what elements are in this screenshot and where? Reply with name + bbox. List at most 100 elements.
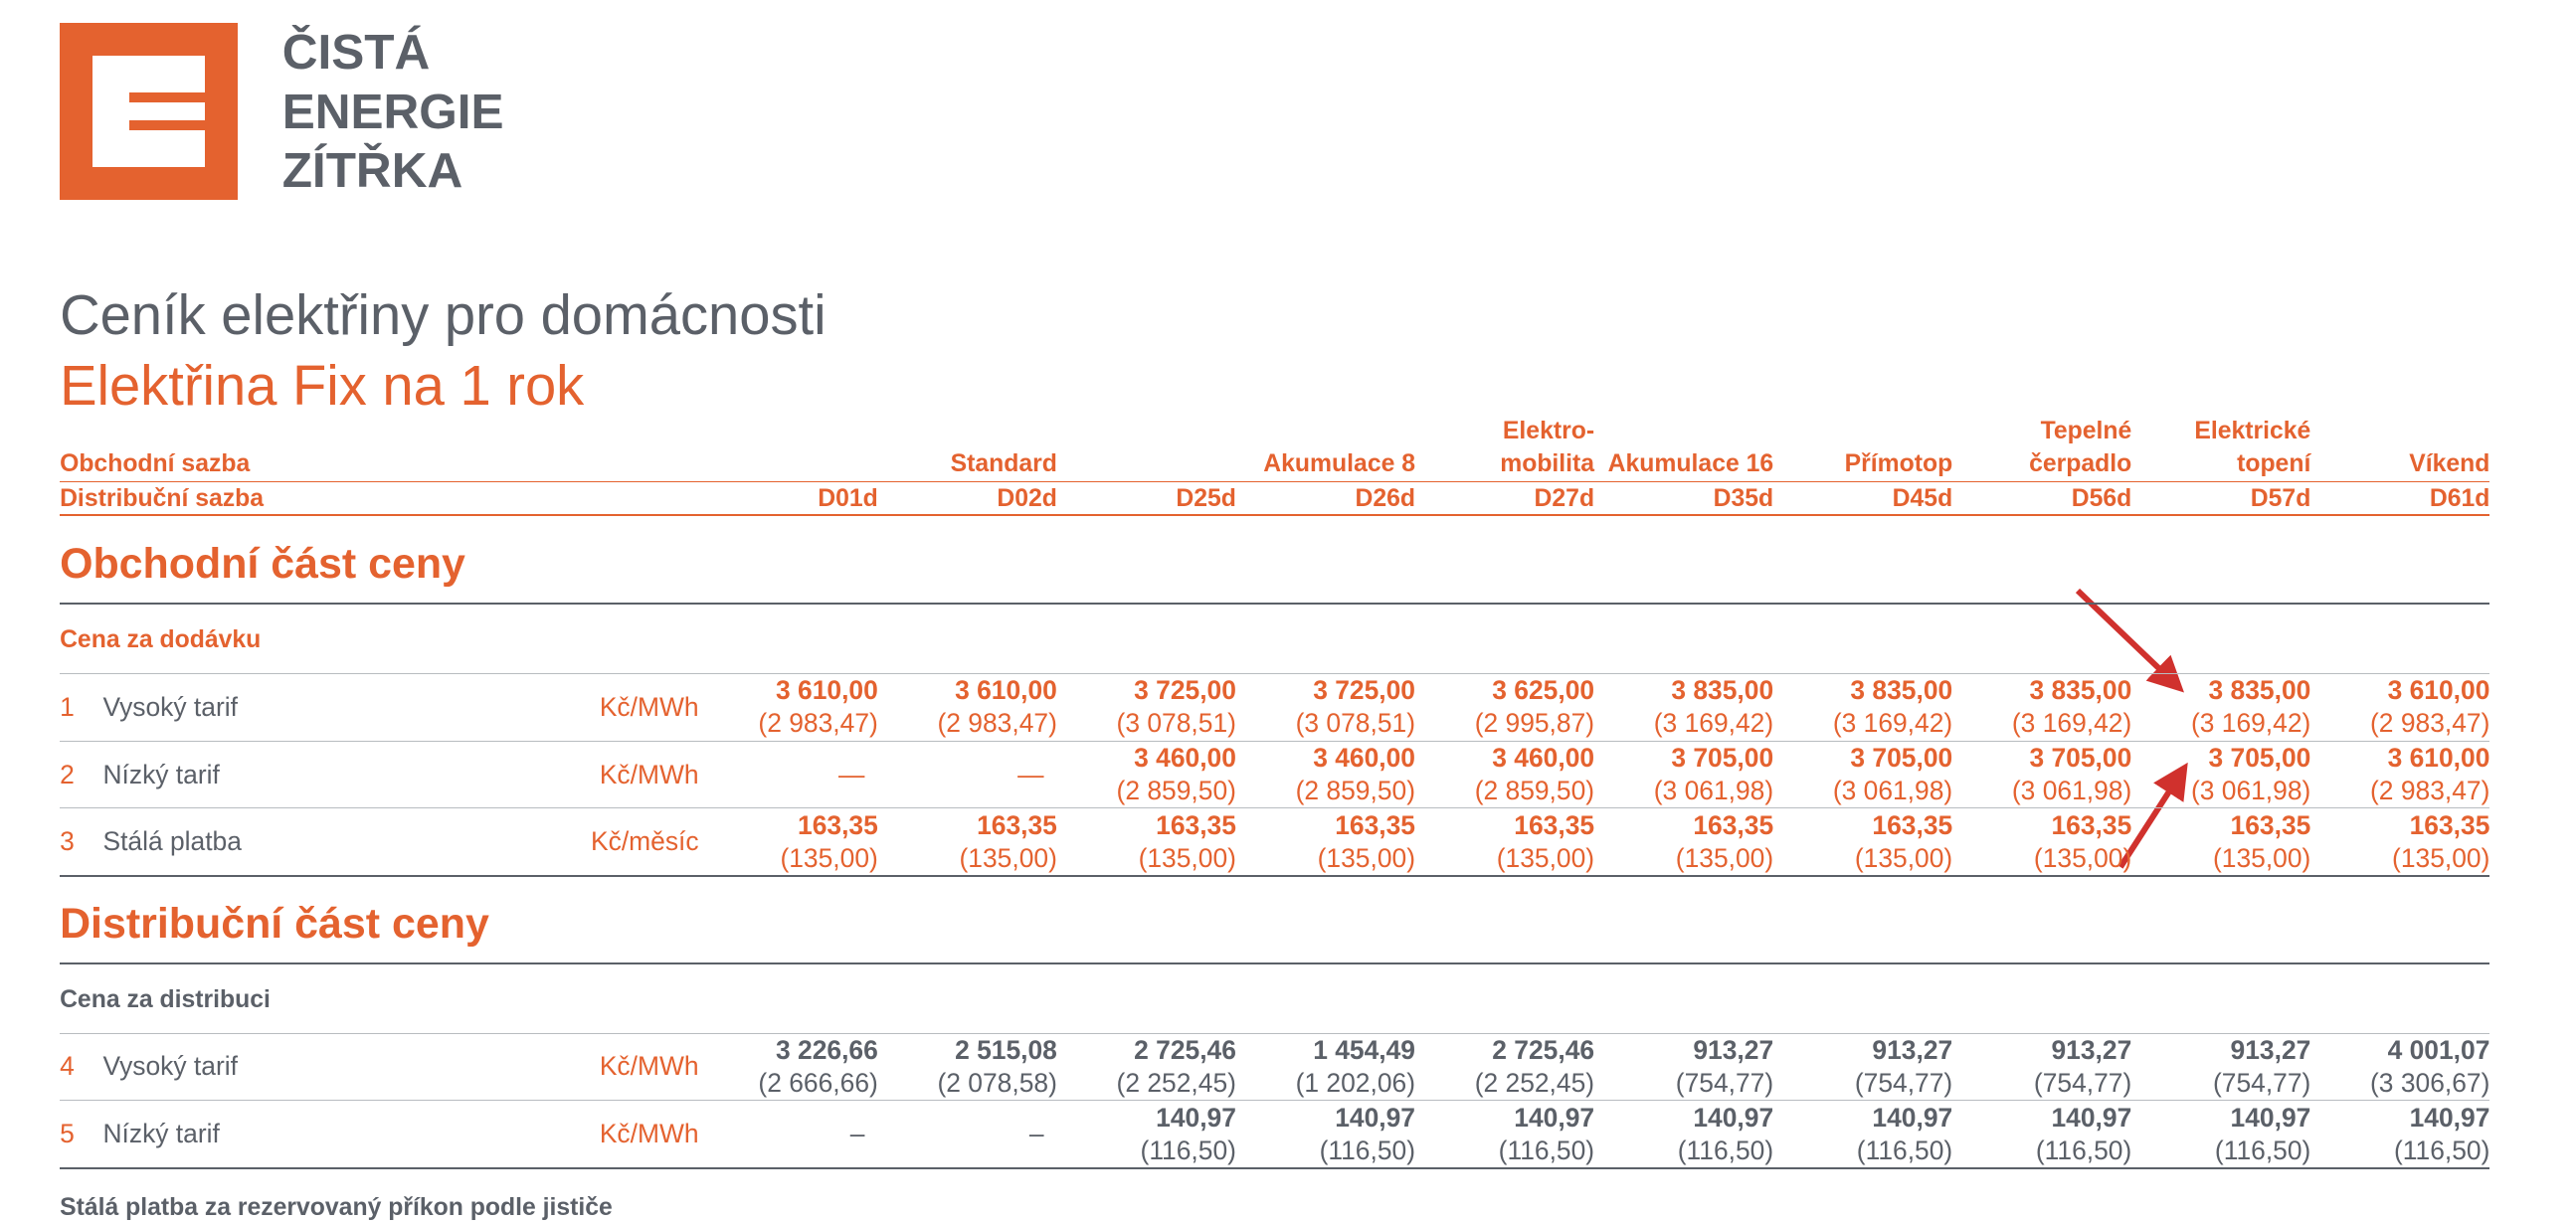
cell-dash: –	[849, 1119, 865, 1149]
column-group: mobilita	[1500, 450, 1595, 478]
column-code: D02d	[997, 485, 1057, 513]
cell-value: 3 705,00	[1671, 743, 1774, 773]
cell-value: 163,35	[1156, 809, 1236, 840]
subtitle: Elektřina Fix na 1 rok	[60, 354, 585, 418]
section-subtitle: Cena za dodávku	[60, 626, 262, 654]
row-unit: Kč/MWh	[599, 691, 699, 722]
cell-value: 913,27	[1693, 1034, 1774, 1065]
cell-note: (754,77)	[2212, 1067, 2311, 1098]
cell-note: (116,50)	[1856, 1135, 1953, 1165]
row-unit: Kč/MWh	[599, 759, 699, 789]
section-subtitle: Cena za distribuci	[60, 985, 271, 1013]
row-label: Nízký tarif	[102, 759, 220, 789]
cell-note: (2 078,58)	[937, 1067, 1057, 1098]
cell-note: (116,50)	[2214, 1135, 2311, 1165]
column-group: Akumulace 16	[1607, 450, 1774, 478]
cell-value: 3 460,00	[1313, 743, 1415, 773]
cell-value: 3 725,00	[1134, 675, 1236, 706]
cell-note: (135,00)	[1496, 842, 1595, 873]
arrow	[2075, 588, 2185, 693]
cell-value: 140,97	[2409, 1102, 2490, 1133]
logo-text: ČISTÁ	[281, 25, 431, 81]
column-group: čerpadlo	[2029, 450, 2132, 478]
cell-dash: —	[838, 759, 865, 789]
cell-note: (2 252,45)	[1116, 1067, 1236, 1098]
cell-note: (135,00)	[1317, 842, 1415, 873]
cell-note: (3 078,51)	[1116, 708, 1236, 739]
cell-note: (135,00)	[1675, 842, 1774, 873]
cell-note: (135,00)	[2033, 842, 2132, 873]
cell-value: 140,97	[1156, 1102, 1236, 1133]
cell-note: (3 169,42)	[2190, 708, 2311, 739]
row-label: Stálá platba	[102, 826, 242, 857]
logo-text: ZÍTŘKA	[281, 143, 463, 198]
section-title: Obchodní část ceny	[60, 540, 465, 589]
commercial-label: Obchodní sazba	[60, 450, 251, 478]
row-unit: Kč/MWh	[599, 1119, 699, 1149]
column-code: D25d	[1176, 485, 1236, 513]
cell-note: (754,77)	[1675, 1067, 1774, 1098]
cell-note: (2 995,87)	[1474, 708, 1595, 739]
section-title: Distribuční část ceny	[60, 899, 489, 948]
section-rule	[60, 961, 2490, 964]
cell-value: 140,97	[1693, 1102, 1774, 1133]
column-code: D01d	[818, 485, 878, 513]
cell-note: (135,00)	[2212, 842, 2311, 873]
cell-value: 140,97	[2230, 1102, 2311, 1133]
cell-value: 163,35	[2409, 809, 2490, 840]
section-subtitle: Stálá platba za rezervovaný příkon podle…	[60, 1194, 613, 1222]
cell-value: 140,97	[1514, 1102, 1595, 1133]
row-number: 4	[60, 1051, 75, 1082]
cell-value: 3 625,00	[1492, 675, 1595, 706]
cell-note: (116,50)	[1140, 1135, 1236, 1165]
cell-note: (135,00)	[1854, 842, 1953, 873]
cell-note: (2 983,47)	[2370, 708, 2490, 739]
row-rule	[60, 1167, 2490, 1170]
row-rule	[60, 1100, 2490, 1102]
cell-value: 3 460,00	[1492, 743, 1595, 773]
row-number: 2	[60, 759, 75, 789]
column-code: D26d	[1355, 485, 1415, 513]
row-label: Nízký tarif	[102, 1119, 220, 1149]
cell-value: 3 835,00	[1671, 675, 1774, 706]
column-code: D45d	[1892, 485, 1953, 513]
column-group: Standard	[950, 450, 1057, 478]
cell-value: 163,35	[2051, 809, 2132, 840]
cell-value: 2 515,08	[955, 1034, 1057, 1065]
column-group: Elektro-	[1502, 418, 1595, 445]
cell-value: 163,35	[1335, 809, 1415, 840]
cell-value: 3 835,00	[1850, 675, 1953, 706]
cell-value: 3 460,00	[1134, 743, 1236, 773]
column-group: Víkend	[2409, 450, 2490, 478]
cell-value: 163,35	[2230, 809, 2311, 840]
cell-dash: –	[1028, 1119, 1044, 1149]
cell-value: 913,27	[2051, 1034, 2132, 1065]
column-group: topení	[2237, 450, 2311, 478]
logo-text: ENERGIE	[281, 84, 504, 139]
cell-value: 4 001,07	[2387, 1034, 2490, 1065]
column-code: D35d	[1713, 485, 1774, 513]
cell-note: (135,00)	[2392, 842, 2490, 873]
cell-value: 3 226,66	[776, 1034, 878, 1065]
cell-value: 163,35	[1693, 809, 1774, 840]
cell-value: 163,35	[1514, 809, 1595, 840]
column-code: D57d	[2250, 485, 2311, 513]
cell-note: (754,77)	[2033, 1067, 2132, 1098]
cell-value: 140,97	[1872, 1102, 1953, 1133]
cell-note: (2 983,47)	[937, 708, 1057, 739]
title: Ceník elektřiny pro domácnosti	[60, 283, 827, 347]
row-number: 3	[60, 826, 75, 857]
cell-value: 3 705,00	[2029, 743, 2132, 773]
cell-note: (3 306,67)	[2370, 1067, 2490, 1098]
cell-note: (2 983,47)	[2370, 776, 2490, 806]
cell-note: (135,00)	[959, 842, 1057, 873]
cell-note: (116,50)	[2035, 1135, 2132, 1165]
cell-note: (116,50)	[1319, 1135, 1415, 1165]
column-group: Elektrické	[2194, 418, 2311, 445]
cell-value: 1 454,49	[1313, 1034, 1415, 1065]
cell-value: 3 705,00	[1850, 743, 1953, 773]
cell-note: (135,00)	[780, 842, 878, 873]
